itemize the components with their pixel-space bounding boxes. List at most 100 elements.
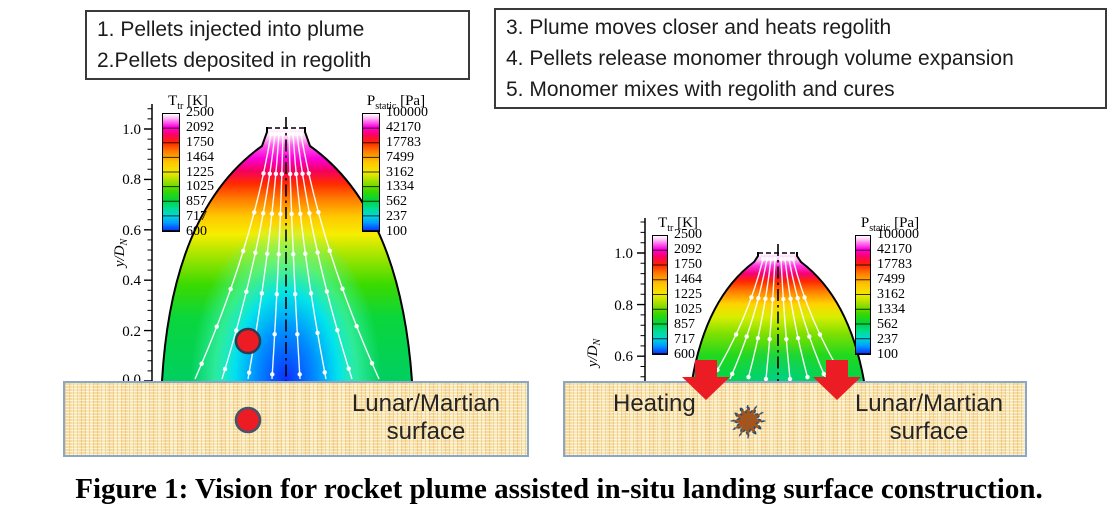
colorbar-title-unit: [Pa] xyxy=(894,215,920,231)
surface-label: Lunar/Martian surface xyxy=(843,390,1015,446)
y-axis-title: y/DN xyxy=(112,238,130,270)
colorbar-value: 7499 xyxy=(386,149,414,165)
right-y-axis: 1.0 0.8 0.6 y/DN xyxy=(585,218,646,381)
colorbar-title: Pstatic [Pa] xyxy=(840,215,940,234)
temperature-colorbar-labels: 2500 2092 1750 1464 1225 1025 857 717 60… xyxy=(674,227,716,362)
surface-label-line1: Lunar/Martian xyxy=(351,390,501,417)
surface-label: Lunar/Martian surface xyxy=(330,390,522,446)
colorbar-value: 600 xyxy=(674,347,695,362)
colorbar-title-unit: [Pa] xyxy=(400,93,426,109)
y-axis-tick-label: 0.6 xyxy=(122,223,141,239)
colorbar-value: 717 xyxy=(186,209,207,225)
y-axis-title-sub: N xyxy=(592,338,603,347)
temperature-colorbar-labels: 2500 2092 1750 1464 1225 1025 857 717 60… xyxy=(186,105,228,239)
y-axis-title-sub: N xyxy=(119,238,130,247)
heating-label: Heating xyxy=(613,390,696,417)
colorbar-value: 1334 xyxy=(877,302,905,317)
colorbar-value: 1025 xyxy=(186,179,214,195)
left-plume-plot: 1.0 0.8 0.6 0.4 0.2 0.0 y/DN xyxy=(112,104,413,388)
colorbar-value: 100 xyxy=(877,347,898,362)
colorbar-value: 100000 xyxy=(386,105,428,120)
colorbar-value: 1464 xyxy=(186,149,214,165)
left-y-axis: 1.0 0.8 0.6 0.4 0.2 0.0 y/DN xyxy=(112,104,153,388)
colorbar-value: 1750 xyxy=(186,134,214,150)
colorbar-value: 42170 xyxy=(877,242,912,257)
colorbar-title-sub: tr xyxy=(177,101,184,112)
colorbar-value: 562 xyxy=(386,194,407,210)
right-plume-plot: 1.0 0.8 0.6 y/DN xyxy=(585,218,865,382)
colorbar-value: 2500 xyxy=(186,105,214,120)
y-axis-title-main: y/D xyxy=(112,245,128,269)
colorbar-title-unit: [K] xyxy=(187,93,208,109)
plume-outline-left xyxy=(691,252,759,382)
colorbar-title-main: P xyxy=(860,215,870,231)
colorbar-title: Ttr [K] xyxy=(148,93,228,112)
y-axis-minor-ticks xyxy=(640,221,645,378)
colorbar-title-main: P xyxy=(366,93,376,109)
colorbar-value: 3162 xyxy=(877,287,905,302)
colorbar-value: 2092 xyxy=(674,242,702,257)
figure-caption: Figure 1: Vision for rocket plume assist… xyxy=(75,473,1043,505)
y-axis-tick-label: 0.2 xyxy=(122,324,141,340)
colorbar-title-sub: static xyxy=(375,101,397,112)
pressure-colorbar xyxy=(362,113,380,232)
y-axis-major-ticks xyxy=(637,252,645,357)
y-axis-minor-ticks xyxy=(147,108,152,372)
colorbar-value: 2092 xyxy=(186,119,214,135)
pressure-colorbar xyxy=(855,235,871,355)
lunar-martian-surface-right: Heating Lunar/Martian surface xyxy=(563,381,1027,457)
lunar-martian-surface-left: Lunar/Martian surface xyxy=(63,381,529,457)
colorbar-value: 857 xyxy=(186,194,207,210)
colorbar-value: 237 xyxy=(877,332,898,347)
colorbar-title-unit: [K] xyxy=(677,215,698,231)
colorbar-value: 1464 xyxy=(674,272,702,287)
colorbar-value: 1225 xyxy=(186,164,214,180)
process-steps-box-1: 1. Pellets injected into plume 2.Pellets… xyxy=(85,10,470,80)
colorbar-value: 100000 xyxy=(877,227,919,242)
colorbar-value: 100 xyxy=(386,224,407,239)
surface-label-line2: surface xyxy=(386,418,466,445)
step-line-5: 5. Monomer mixes with regolith and cures xyxy=(506,78,895,101)
colorbar-title-main: T xyxy=(658,215,668,231)
colorbar-value: 1025 xyxy=(674,302,702,317)
colorbar-value: 7499 xyxy=(877,272,905,287)
y-axis-tick-label: 0.8 xyxy=(614,298,633,314)
plume-outline-right xyxy=(796,252,865,382)
plume-outline-left xyxy=(161,127,268,382)
colorbar-value: 562 xyxy=(877,317,898,332)
y-axis-tick-label: 0.6 xyxy=(614,349,633,365)
surface-label-line2: surface xyxy=(889,418,969,445)
y-axis-title: y/DN xyxy=(585,338,603,370)
temperature-colorbar xyxy=(652,235,668,355)
colorbar-value: 17783 xyxy=(386,134,421,150)
plume-cold-core xyxy=(191,221,381,381)
y-axis-major-ticks xyxy=(144,128,152,382)
y-axis-tick-label: 0.4 xyxy=(122,273,141,289)
y-axis-tick-label: 1.0 xyxy=(614,246,633,262)
process-steps-box-2: 3. Plume moves closer and heats regolith… xyxy=(494,8,1107,109)
colorbar-value: 1225 xyxy=(674,287,702,302)
colorbar-value: 17783 xyxy=(877,257,912,272)
y-axis-title-main: y/D xyxy=(585,345,601,369)
colorbar-value: 3162 xyxy=(386,164,414,180)
colorbar-value: 857 xyxy=(674,317,695,332)
pellet-in-plume-marker xyxy=(234,327,262,355)
colorbar-value: 600 xyxy=(186,224,207,239)
colorbar-value: 237 xyxy=(386,209,407,225)
surface-label-line1: Lunar/Martian xyxy=(854,390,1004,417)
pressure-colorbar-labels: 100000 42170 17783 7499 3162 1334 562 23… xyxy=(386,105,438,239)
colorbar-value: 2500 xyxy=(674,227,702,242)
step-line-3: 3. Plume moves closer and heats regolith xyxy=(506,16,892,39)
colorbar-title-sub: tr xyxy=(667,223,674,234)
y-axis-tick-label: 1.0 xyxy=(122,122,141,138)
colorbar-title: Ttr [K] xyxy=(638,215,718,234)
colorbar-title-sub: static xyxy=(869,223,891,234)
colorbar-value: 1750 xyxy=(674,257,702,272)
temperature-colorbar xyxy=(162,113,180,232)
y-axis-tick-label: 0.8 xyxy=(122,172,141,188)
colorbar-title: Pstatic [Pa] xyxy=(346,93,446,112)
colorbar-value: 42170 xyxy=(386,119,421,135)
colorbar-value: 717 xyxy=(674,332,695,347)
